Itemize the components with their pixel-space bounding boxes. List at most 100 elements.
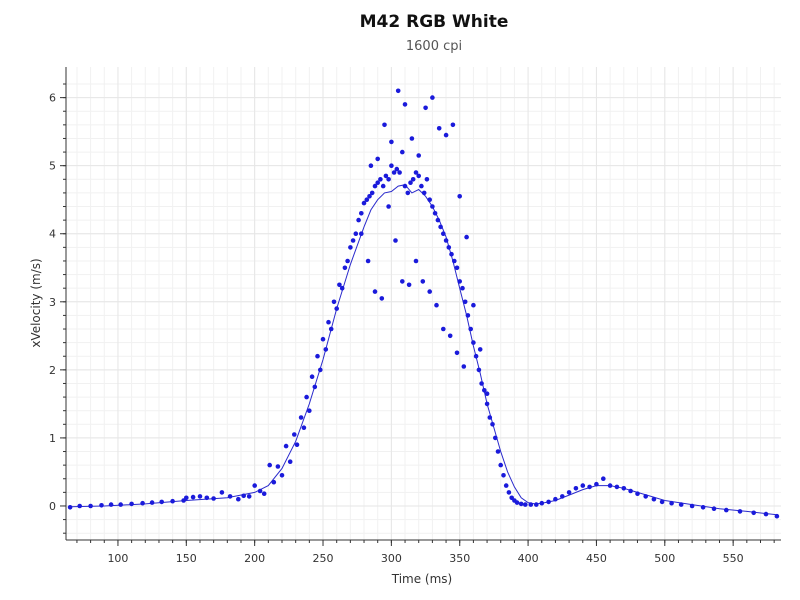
data-point	[614, 484, 620, 490]
data-point	[450, 122, 456, 128]
data-point	[283, 443, 289, 449]
data-point	[380, 183, 386, 189]
x-tick-label: 200	[244, 552, 265, 565]
data-point	[464, 234, 469, 240]
data-point	[394, 166, 400, 172]
grid	[66, 67, 781, 540]
y-tick-label: 2	[49, 364, 56, 377]
data-point	[315, 353, 320, 359]
data-point	[294, 442, 300, 448]
data-point	[573, 486, 579, 491]
y-tick-label: 6	[49, 92, 56, 105]
data-point	[427, 289, 433, 294]
data-point	[108, 502, 114, 507]
data-point	[312, 384, 318, 390]
data-point	[378, 177, 383, 182]
data-point	[389, 163, 394, 168]
data-point	[447, 333, 453, 339]
data-point	[287, 459, 293, 465]
data-point	[454, 350, 460, 356]
y-tick-label: 3	[49, 296, 56, 309]
data-point	[149, 500, 155, 505]
data-point	[140, 500, 145, 506]
data-point	[495, 449, 501, 454]
x-axis-label: Time (ms)	[391, 572, 453, 586]
data-point	[298, 415, 304, 420]
data-point	[430, 95, 435, 100]
data-point	[348, 245, 353, 250]
data-point	[774, 513, 780, 519]
data-point	[365, 258, 371, 264]
data-point	[490, 422, 495, 427]
chart-subtitle: 1600 cpi	[406, 39, 462, 54]
data-point	[383, 173, 389, 179]
data-point	[339, 285, 345, 291]
data-point	[635, 491, 640, 497]
data-point	[601, 476, 606, 482]
data-point	[471, 302, 476, 308]
data-point	[700, 505, 706, 510]
data-point	[367, 194, 372, 199]
x-tick-label: 150	[176, 552, 197, 565]
data-point	[449, 251, 454, 257]
data-point	[457, 279, 463, 284]
axes: 100 150 200 250 300 350 400 450 500 550 0 1 2 3 4 5 6	[49, 67, 781, 565]
data-point	[395, 88, 401, 94]
data-point	[184, 495, 189, 501]
data-point	[441, 326, 446, 332]
data-point	[328, 326, 334, 332]
data-point	[487, 415, 493, 420]
data-point	[386, 177, 391, 182]
data-point	[359, 211, 364, 216]
data-point	[408, 180, 413, 185]
data-point	[498, 462, 504, 468]
data-point	[678, 502, 684, 507]
data-point	[406, 282, 412, 288]
data-point	[356, 217, 361, 223]
data-point	[443, 238, 449, 243]
data-point	[607, 483, 613, 488]
data-point	[454, 265, 460, 271]
data-point	[553, 496, 558, 502]
data-point	[763, 511, 769, 517]
data-point	[441, 231, 446, 236]
data-point	[413, 258, 419, 264]
data-point	[389, 139, 394, 145]
data-point	[369, 190, 375, 196]
data-point	[594, 481, 599, 487]
data-point	[204, 495, 210, 501]
x-tick-label: 250	[313, 552, 334, 565]
data-point	[523, 502, 528, 507]
data-point	[88, 503, 93, 509]
data-point	[368, 163, 374, 168]
data-point	[275, 464, 281, 469]
data-point	[309, 374, 315, 380]
data-point	[430, 204, 435, 209]
data-point	[261, 491, 267, 497]
data-point	[323, 347, 329, 352]
x-tick-label: 550	[723, 552, 744, 565]
data-point	[353, 231, 359, 236]
data-point	[197, 494, 203, 499]
data-point	[446, 245, 452, 250]
data-point	[359, 231, 364, 236]
data-point	[118, 502, 123, 507]
data-point	[410, 177, 416, 182]
y-tick-label: 0	[49, 500, 56, 513]
data-point	[318, 367, 323, 373]
data-point	[345, 258, 350, 264]
data-point	[434, 302, 439, 308]
data-point	[528, 502, 534, 507]
x-tick-label: 400	[518, 552, 539, 565]
data-point	[416, 153, 422, 158]
data-point	[462, 299, 468, 305]
data-point	[413, 170, 419, 175]
data-point	[476, 367, 482, 373]
data-point	[438, 224, 443, 230]
data-point	[436, 126, 442, 131]
data-point	[443, 132, 449, 138]
data-point	[402, 102, 408, 107]
data-point	[99, 503, 104, 508]
data-point	[382, 122, 387, 128]
data-point	[77, 503, 82, 509]
